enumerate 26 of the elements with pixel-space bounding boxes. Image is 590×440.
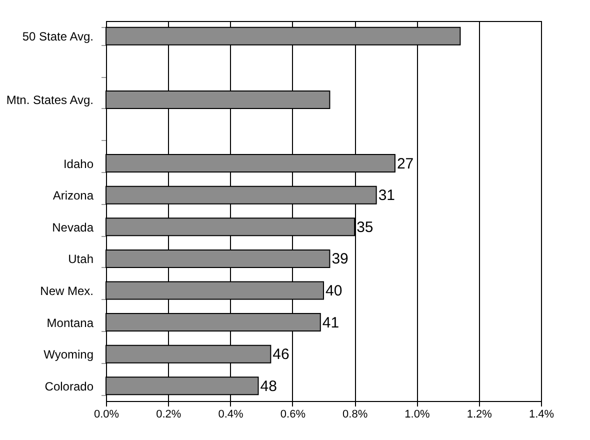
x-tick-label: 0.8% bbox=[342, 408, 368, 420]
y-tick-label: Idaho bbox=[63, 156, 94, 171]
annotation: 41 bbox=[322, 314, 340, 332]
x-tick-label: 1.2% bbox=[466, 408, 492, 420]
y-tick-label: Utah bbox=[68, 252, 94, 266]
x-tick-label: 1.4% bbox=[528, 408, 554, 420]
y-tick-label: 50 State Avg. bbox=[22, 30, 94, 44]
annotation: 39 bbox=[332, 250, 348, 268]
annotation: 40 bbox=[326, 282, 342, 300]
x-tick-label: 0.0% bbox=[94, 408, 120, 420]
y-tick-label: Colorado bbox=[44, 379, 94, 394]
annotation: 35 bbox=[356, 218, 374, 236]
x-tick-label: 0.2% bbox=[156, 408, 182, 420]
x-tick-label: 1.0% bbox=[404, 408, 430, 420]
y-tick-label: Wyoming bbox=[44, 348, 94, 362]
y-tick-label: New Mex. bbox=[40, 284, 94, 298]
annotation: 27 bbox=[396, 155, 414, 172]
annotation: 31 bbox=[378, 187, 396, 204]
x-tick-label: 0.6% bbox=[280, 408, 306, 420]
annotation: 46 bbox=[272, 346, 290, 364]
y-tick-label: Nevada bbox=[52, 220, 94, 234]
y-tick-label: Mtn. States Avg. bbox=[6, 93, 94, 108]
y-tick-label: Montana bbox=[46, 316, 94, 330]
x-tick-label: 0.4% bbox=[218, 408, 244, 420]
annotation: 48 bbox=[260, 378, 277, 395]
y-tick-label: Arizona bbox=[52, 188, 94, 203]
